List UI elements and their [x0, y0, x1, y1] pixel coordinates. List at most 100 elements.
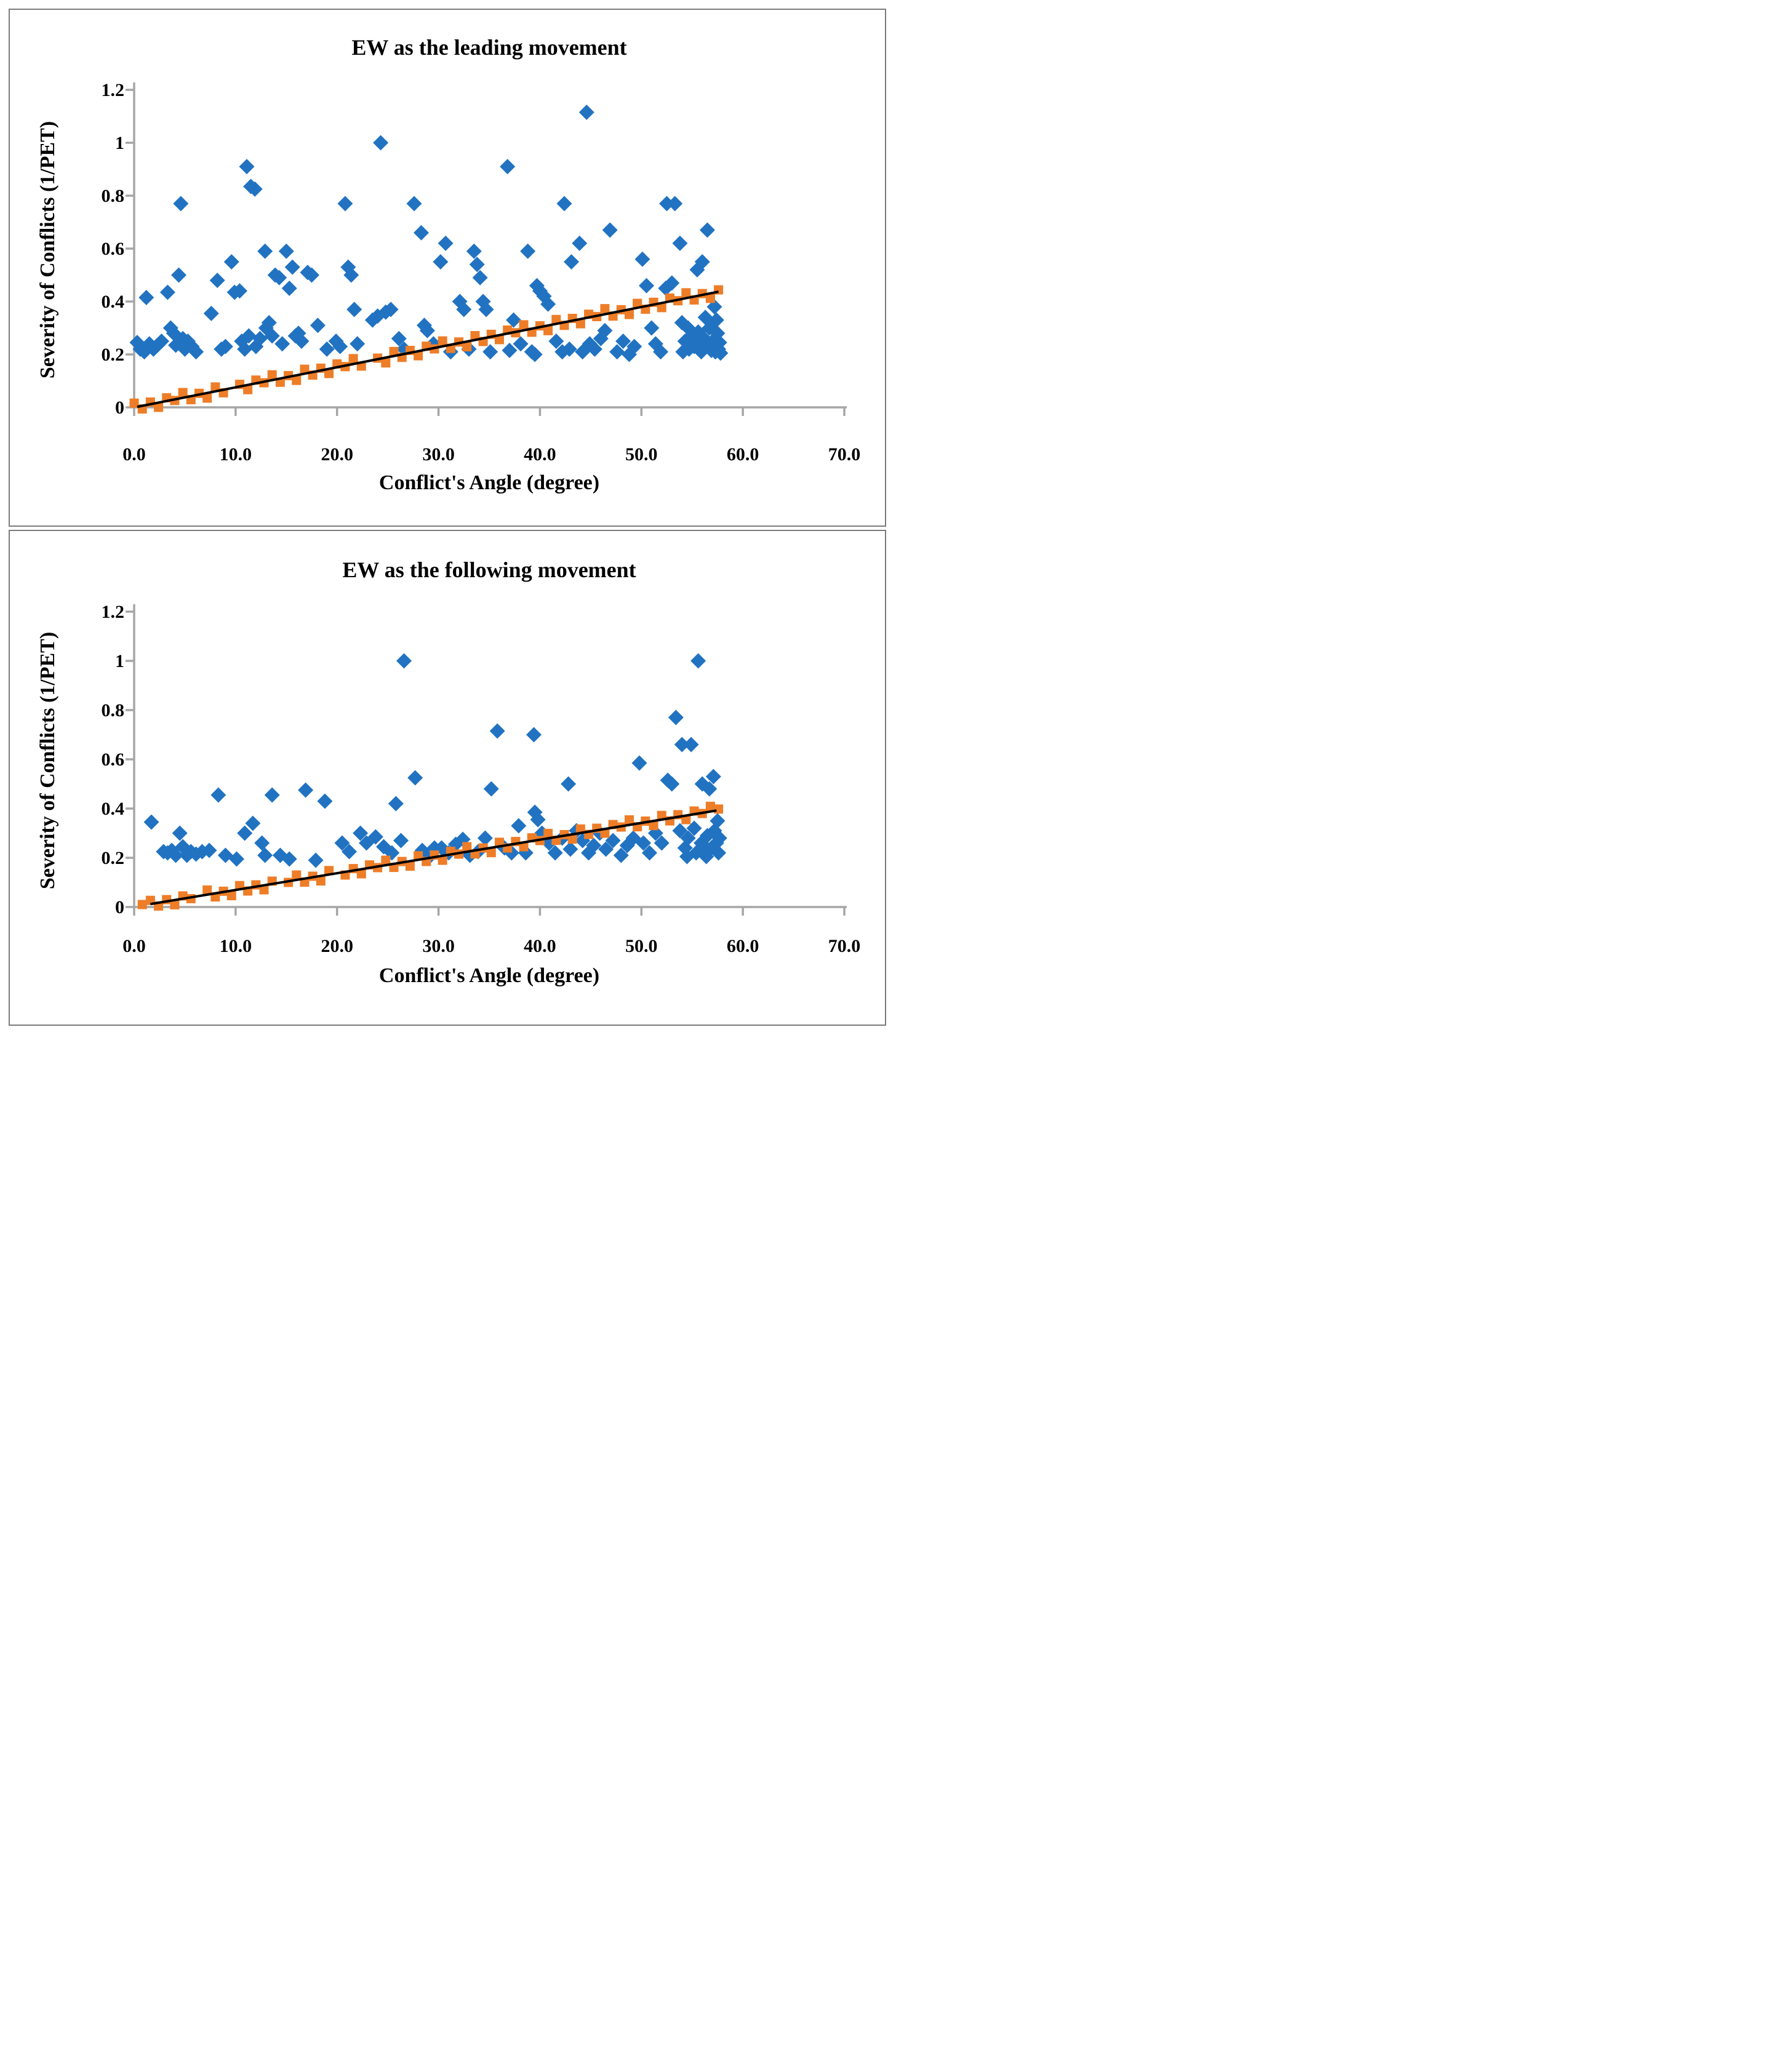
y-tick-label: 1.2: [102, 602, 125, 622]
predicted-point: [348, 354, 358, 364]
series-predicted: [129, 285, 724, 414]
y-tick-label: 1.2: [102, 80, 125, 100]
observed-point: [237, 825, 253, 841]
observed-point: [334, 835, 350, 851]
observed-point: [686, 820, 702, 836]
x-axis-title: Conflict's Angle (degree): [378, 471, 600, 494]
observed-point: [626, 338, 642, 354]
predicted-point: [657, 303, 666, 313]
predicted-point: [470, 330, 480, 340]
observed-point: [586, 837, 602, 853]
chart-title: EW as the leading movement: [351, 35, 627, 60]
observed-point: [511, 818, 527, 834]
observed-point: [578, 105, 594, 121]
observed-point: [478, 302, 494, 318]
series-predicted: [137, 801, 724, 911]
observed-point: [239, 159, 255, 175]
observed-point: [672, 235, 688, 251]
observed-point: [159, 284, 175, 300]
observed-point: [540, 296, 556, 312]
x-tick-label: 40.0: [524, 936, 556, 956]
observed-point: [598, 841, 614, 857]
observed-point: [506, 312, 522, 328]
observed-point: [172, 825, 188, 841]
predicted-point: [316, 876, 326, 886]
predicted-point: [575, 319, 585, 329]
predicted-point: [705, 801, 715, 811]
observed-point: [597, 322, 613, 338]
x-tick-label: 60.0: [727, 936, 759, 956]
observed-point: [653, 344, 669, 360]
predicted-point: [681, 288, 691, 298]
predicted-point: [405, 861, 415, 871]
y-tick-label: 1: [115, 651, 124, 671]
observed-point: [264, 787, 280, 803]
observed-point: [530, 812, 546, 828]
observed-point: [641, 845, 657, 861]
observed-point: [548, 334, 564, 349]
trendline: [137, 290, 719, 409]
observed-point: [350, 336, 366, 352]
y-tick-label: 0.8: [102, 700, 125, 721]
predicted-point: [300, 364, 310, 374]
observed-point: [547, 845, 563, 861]
x-tick-label: 50.0: [625, 444, 658, 465]
observed-point: [261, 314, 277, 330]
observed-point: [683, 737, 699, 753]
observed-point: [406, 196, 422, 212]
observed-point: [241, 328, 257, 344]
observed-point: [466, 243, 482, 259]
predicted-point: [267, 370, 277, 380]
observed-point: [644, 320, 660, 336]
predicted-point: [519, 842, 529, 852]
observed-point: [705, 769, 721, 785]
observed-point: [245, 815, 261, 831]
predicted-point: [324, 866, 334, 876]
observed-point: [674, 737, 690, 753]
observed-point: [713, 345, 729, 361]
observed-point: [343, 267, 359, 283]
predicted-point: [243, 385, 253, 394]
observed-point: [138, 290, 154, 306]
x-tick-label: 0.0: [122, 444, 146, 465]
x-tick-label: 20.0: [321, 444, 353, 465]
observed-point: [668, 709, 684, 725]
observed-point: [209, 273, 225, 289]
observed-point: [613, 847, 629, 863]
y-tick-label: 0.4: [102, 799, 125, 819]
observed-point: [294, 334, 310, 349]
predicted-point: [170, 900, 180, 909]
predicted-point: [486, 848, 496, 858]
x-axis-title: Conflict's Angle (degree): [378, 964, 600, 987]
x-tick-label: 40.0: [524, 444, 556, 465]
observed-point: [602, 222, 618, 238]
predicted-point: [356, 869, 366, 879]
x-tick-label: 60.0: [727, 444, 759, 465]
y-tick-label: 0.6: [102, 239, 125, 259]
observed-point: [489, 723, 505, 739]
trendline: [150, 809, 717, 906]
observed-point: [667, 196, 683, 212]
observed-point: [308, 852, 324, 868]
x-tick-label: 20.0: [321, 936, 353, 956]
predicted-point: [414, 851, 423, 861]
observed-point: [383, 302, 399, 318]
predicted-point: [714, 804, 724, 814]
y-tick-label: 0.2: [102, 848, 125, 868]
observed-point: [229, 851, 245, 867]
predicted-point: [381, 358, 391, 368]
predicted-point: [519, 320, 529, 330]
predicted-point: [633, 298, 642, 308]
observed-point: [472, 270, 488, 286]
observed-point: [393, 833, 409, 849]
x-tick-label: 70.0: [828, 936, 861, 956]
y-tick-label: 0: [115, 398, 124, 418]
observed-point: [367, 829, 383, 845]
predicted-point: [137, 900, 147, 909]
observed-point: [319, 341, 335, 357]
y-tick-label: 0.2: [102, 345, 125, 365]
observed-point: [622, 346, 638, 362]
predicted-point: [202, 393, 212, 403]
observed-point: [281, 851, 297, 867]
predicted-point: [625, 815, 634, 825]
